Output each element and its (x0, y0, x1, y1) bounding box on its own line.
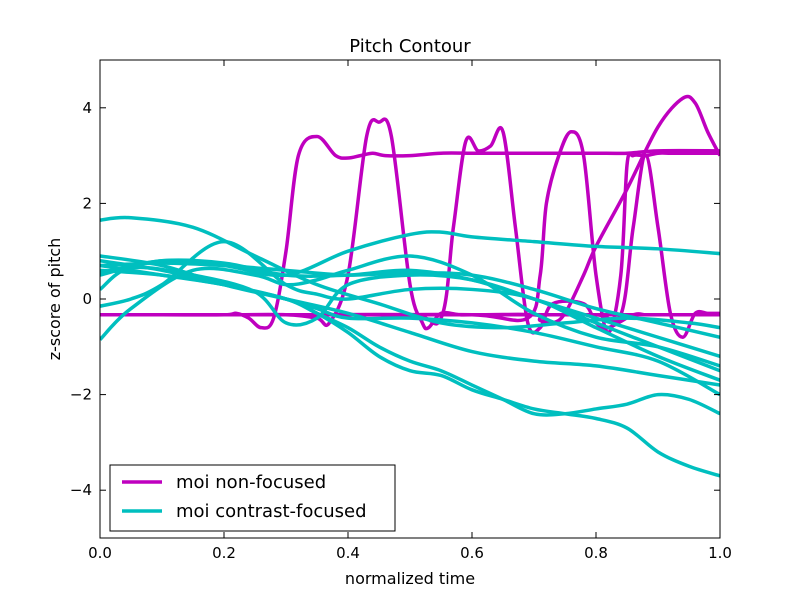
legend-label-contrast-focused: moi contrast-focused (176, 501, 367, 522)
series-line-13 (100, 265, 720, 373)
legend: moi non-focused moi contrast-focused (109, 464, 396, 532)
chart-title: Pitch Contour (349, 36, 471, 57)
axis-ticks: 0.0 0.2 0.4 0.6 0.8 1.0 −4 −2 0 2 4 (70, 60, 732, 562)
y-tick-label: 4 (82, 99, 92, 117)
x-tick-label: 0.6 (460, 544, 484, 562)
y-axis-label: z-score of pitch (45, 238, 64, 361)
series-line-17 (100, 263, 720, 478)
series-line-11 (100, 258, 720, 359)
x-tick-label: 0.2 (212, 544, 236, 562)
y-tick-label: −4 (70, 481, 92, 499)
series-line-6 (100, 153, 720, 339)
legend-box (109, 464, 396, 532)
y-tick-label: 0 (82, 290, 92, 308)
series-line-10 (100, 261, 720, 339)
series-line-14 (100, 239, 720, 382)
x-tick-label: 0.4 (336, 544, 360, 562)
x-tick-label: 0.8 (584, 544, 608, 562)
series-layer (100, 94, 720, 478)
x-tick-label: 0.0 (88, 544, 112, 562)
y-tick-label: −2 (70, 386, 92, 404)
series-line-1 (100, 134, 720, 330)
x-axis-label: normalized time (345, 569, 475, 588)
series-line-7 (100, 215, 720, 330)
x-tick-label: 1.0 (708, 544, 732, 562)
series-line-12 (100, 254, 720, 368)
legend-label-non-focused: moi non-focused (176, 472, 326, 493)
y-tick-label: 2 (82, 194, 92, 212)
